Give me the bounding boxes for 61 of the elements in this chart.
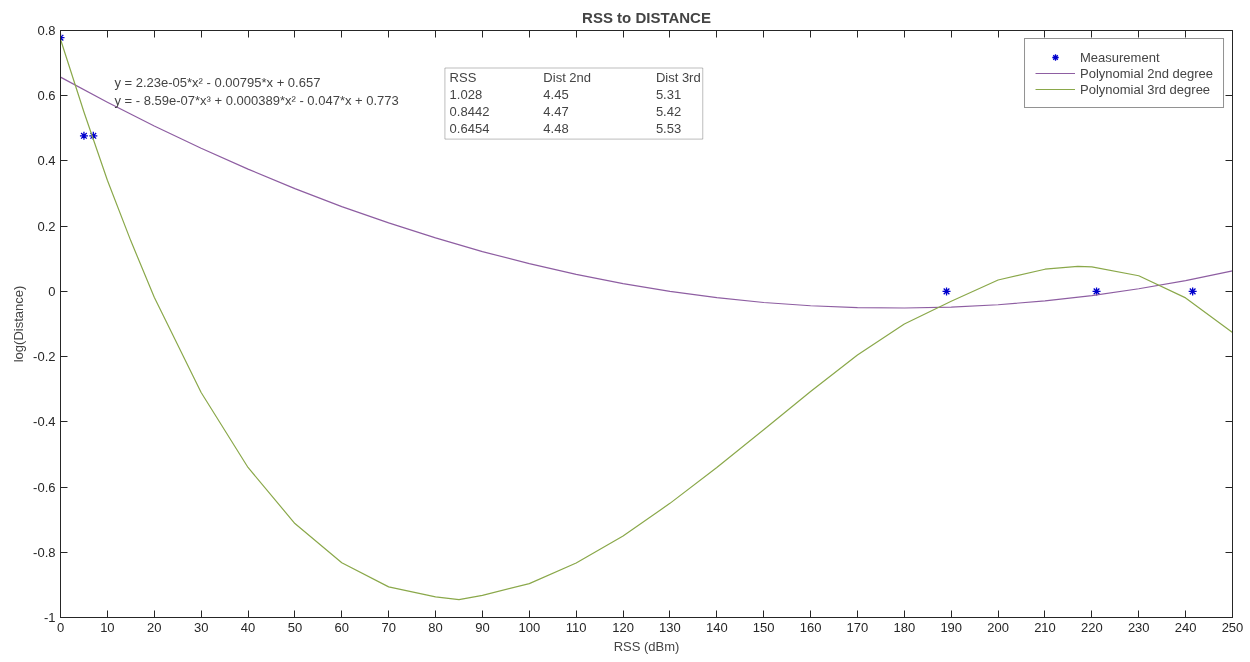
y-tick-label: 0.8 — [37, 23, 56, 38]
point — [1188, 286, 1198, 297]
annotation: 4.47 — [543, 104, 569, 120]
y-tick-label: 0.2 — [37, 218, 56, 234]
x-tick-label: 220 — [1081, 619, 1103, 635]
annotation: 4.45 — [543, 87, 569, 103]
x-tick-label: 110 — [565, 619, 587, 635]
annotation: y = 2.23e-05*x² - 0.00795*x + 0.657 — [114, 75, 321, 91]
x-tick-label: 210 — [1034, 619, 1056, 635]
y-tick-label: -1 — [43, 610, 56, 625]
x-tick-label: 60 — [334, 619, 350, 635]
annotation: 4.48 — [543, 121, 569, 137]
annotation: Dist 3rd — [655, 70, 701, 86]
point — [79, 131, 89, 141]
x-tick-label: 50 — [287, 619, 303, 635]
y-tick-label: -0.2 — [33, 349, 56, 365]
x-tick-label: 10 — [100, 619, 115, 635]
legend-label: Measurement — [1080, 49, 1160, 65]
point — [1091, 286, 1102, 297]
legend-label: Polynomial 3rd degree — [1080, 81, 1211, 97]
x-tick-label: 30 — [193, 619, 209, 635]
x-tick-label: 120 — [612, 619, 634, 635]
point — [941, 286, 952, 297]
x-tick-label: 150 — [752, 619, 775, 635]
y-tick-label: -0.6 — [33, 479, 56, 495]
annotation: RSS — [449, 70, 477, 86]
x-tick-label: 240 — [1174, 619, 1197, 635]
annotation: 5.53 — [655, 121, 682, 137]
annotation: 0.6454 — [449, 121, 490, 137]
x-tick-label: 80 — [428, 619, 443, 635]
x-tick-label: 140 — [705, 619, 728, 635]
x-tick-label: 100 — [518, 619, 541, 635]
y-tick-label: 0.6 — [37, 88, 56, 104]
x-tick-label: 40 — [240, 619, 256, 635]
annotation: 5.31 — [655, 87, 682, 103]
x-tick-label: 90 — [475, 619, 490, 635]
x-tick-label: 200 — [987, 619, 1009, 635]
x-tick-label: 70 — [381, 619, 396, 635]
x-tick-label: 230 — [1127, 619, 1150, 635]
chart-title: RSS to DISTANCE — [582, 8, 711, 26]
x-tick-label: 130 — [659, 619, 681, 635]
x-tick-label: 20 — [147, 619, 162, 635]
y-tick-label: 0.4 — [37, 153, 56, 169]
x-axis-title: RSS (dBm) — [613, 638, 680, 654]
annotation: 0.8442 — [449, 104, 490, 120]
annotation: 1.028 — [449, 87, 483, 103]
x-tick-label: 170 — [846, 619, 869, 635]
annotation: Dist 2nd — [543, 70, 592, 86]
annotation: 5.42 — [655, 104, 682, 120]
y-tick-label: 0 — [48, 283, 56, 299]
y-tick-label: -0.8 — [33, 544, 56, 560]
x-tick-label: 250 — [1221, 619, 1244, 635]
y-tick-label: -0.4 — [33, 414, 56, 430]
point — [88, 131, 98, 141]
x-tick-label: 190 — [940, 619, 963, 635]
annotation: y = - 8.59e-07*x³ + 0.000389*x² - 0.047*x + 0.773 — [114, 93, 399, 109]
x-tick-label: 160 — [799, 619, 822, 635]
x-tick-label: 180 — [893, 619, 916, 635]
legend-label: Polynomial 2nd degree — [1080, 65, 1213, 81]
y-axis-title: log(Distance) — [11, 285, 27, 363]
line-series — [60, 38, 1233, 601]
